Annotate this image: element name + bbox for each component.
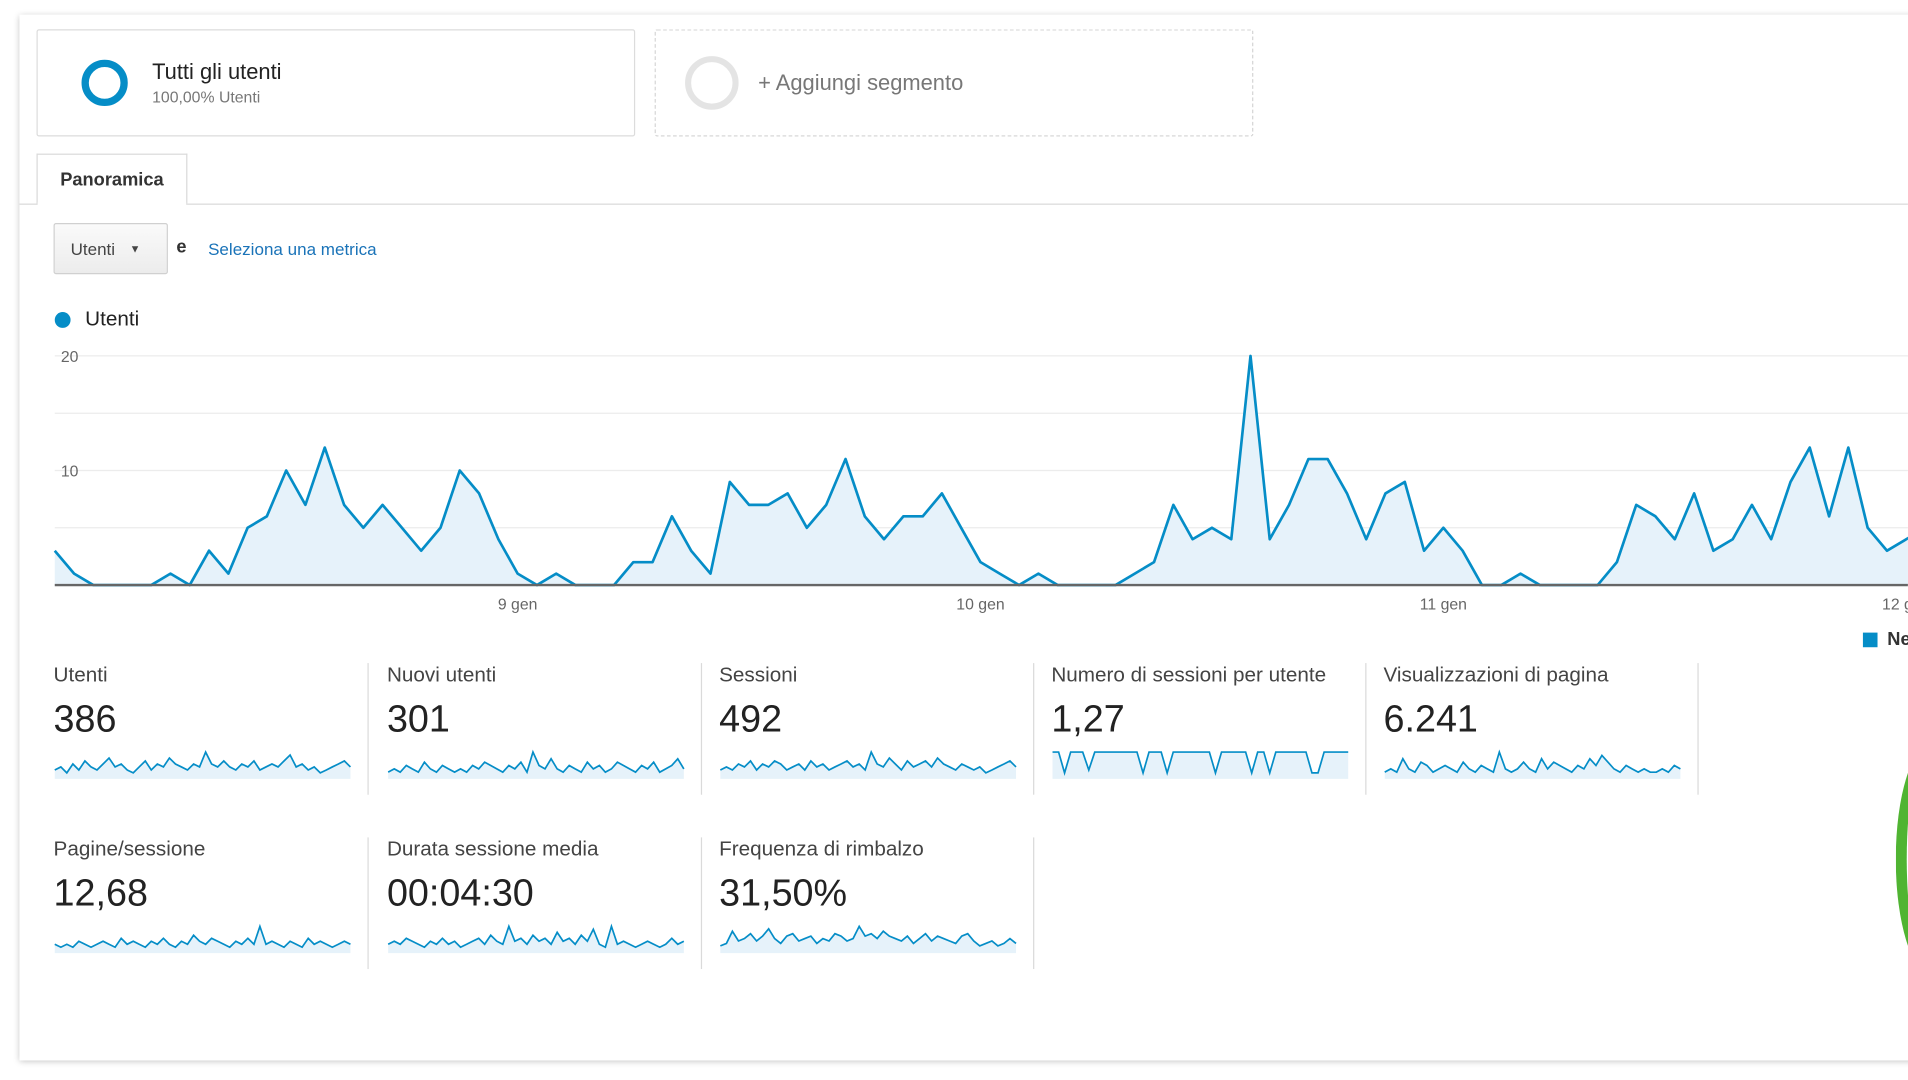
add-segment-label: + Aggiungi segmento [758, 70, 964, 95]
metric-select-dropdown[interactable]: Utenti ▼ [53, 223, 168, 275]
tab-bar-divider [19, 203, 1908, 205]
sparkline [1052, 751, 1349, 779]
x-tick-label: 9 gen [498, 596, 538, 613]
stat-label: Utenti [53, 663, 108, 687]
segment-title: Tutti gli utenti [152, 59, 282, 85]
stat-card[interactable]: Sessioni 492 [719, 663, 1035, 797]
segment-all-users[interactable]: Tutti gli utenti 100,00% Utenti [36, 29, 636, 137]
sparkline-area [1384, 752, 1681, 779]
sparkline-area [388, 926, 684, 954]
sparkline-line [387, 923, 685, 949]
stat-value: 31,50% [719, 871, 848, 915]
stat-label: Pagine/sessione [53, 837, 206, 861]
stat-divider [1033, 663, 1035, 795]
sparkline-line [1384, 749, 1681, 774]
stat-value: 1,27 [1051, 697, 1125, 740]
stat-card[interactable]: Numero di sessioni per utente 1,27 [1051, 663, 1367, 797]
sparkline [719, 749, 1017, 779]
empty-segment-circle-icon [685, 56, 739, 110]
tab-active-cover [37, 202, 187, 206]
stat-card[interactable]: Frequenza di rimbalzo 31,50% [719, 837, 1035, 971]
y-tick-label: 10 [61, 464, 79, 481]
tab-overview[interactable]: Panoramica [36, 153, 188, 205]
stat-card[interactable]: Visualizzazioni di pagina 6.241 [1384, 663, 1700, 797]
series-line-utenti [53, 354, 1908, 587]
y-tick-label: 20 [61, 349, 79, 366]
stat-divider [1697, 663, 1699, 795]
stat-value: 492 [719, 697, 783, 740]
stat-divider [700, 663, 703, 795]
stat-label: Sessioni [719, 663, 798, 687]
stat-card[interactable]: Nuovi utenti 301 [387, 663, 703, 797]
sparkline-area [54, 926, 351, 954]
right-legend-label: Ne [1887, 628, 1908, 650]
sparkline-line [54, 749, 352, 775]
sparkline-area [54, 752, 351, 779]
sparkline [387, 749, 685, 779]
add-segment-button[interactable]: + Aggiungi segmento [654, 29, 1254, 137]
legend-dot-icon [54, 312, 71, 328]
sparkline-line [719, 749, 1017, 774]
segment-subtitle: 100,00% Utenti [152, 87, 261, 107]
stat-divider [367, 663, 369, 795]
sparkline-line [1052, 751, 1349, 776]
stat-label: Nuovi utenti [386, 663, 497, 687]
sparkline [387, 923, 685, 954]
sparkline-area [1052, 752, 1349, 779]
sparkline [54, 749, 352, 779]
segment-circle-icon [81, 59, 128, 107]
stat-card[interactable]: Pagine/sessione 12,68 [54, 837, 370, 971]
stat-divider [367, 837, 369, 970]
stat-value: 00:04:30 [386, 871, 534, 915]
conjunction-label: e [176, 236, 187, 258]
series-area [54, 355, 1908, 586]
stat-divider [1365, 663, 1367, 795]
stat-label: Visualizzazioni di pagina [1383, 663, 1609, 687]
sparkline-area [720, 752, 1017, 779]
stat-card[interactable]: Durata sessione media 00:04:30 [387, 837, 703, 971]
sparkline-line [387, 749, 685, 775]
x-tick-label: 11 gen [1420, 596, 1467, 613]
sparkline-area [720, 926, 1017, 954]
right-legend-square-icon [1862, 632, 1878, 648]
sparkline [720, 924, 1017, 954]
x-tick-label: 10 gen [956, 596, 1004, 613]
sparkline [1384, 749, 1681, 779]
chart-legend-label: Utenti [85, 307, 140, 331]
stat-value: 12,68 [53, 871, 148, 915]
sparkline-area [388, 752, 684, 779]
chevron-down-icon: ▼ [129, 242, 141, 255]
stat-label: Numero di sessioni per utente [1051, 663, 1327, 687]
stat-value: 301 [386, 697, 450, 740]
stat-card[interactable]: Utenti 386 [54, 663, 370, 797]
x-tick-label: 12 gen [1882, 596, 1908, 613]
sparkline [54, 923, 351, 954]
stat-label: Frequenza di rimbalzo [719, 837, 924, 861]
sparkline-line [720, 924, 1017, 947]
metric-select-label: Utenti [70, 238, 116, 259]
segment-text: Tutti gli utenti 100,00% Utenti [152, 60, 281, 106]
stat-value: 386 [53, 697, 117, 740]
stat-label: Durata sessione media [386, 837, 599, 861]
stat-divider [700, 837, 703, 970]
sparkline-line [54, 923, 351, 949]
stat-value: 6.241 [1383, 697, 1478, 740]
stat-divider [1033, 837, 1035, 970]
select-metric-link[interactable]: Seleziona una metrica [208, 238, 377, 259]
pie-chart-arc [1895, 743, 1908, 976]
users-line-chart: 20 10 9 gen 10 gen 11 gen 12 gen [53, 349, 1908, 613]
